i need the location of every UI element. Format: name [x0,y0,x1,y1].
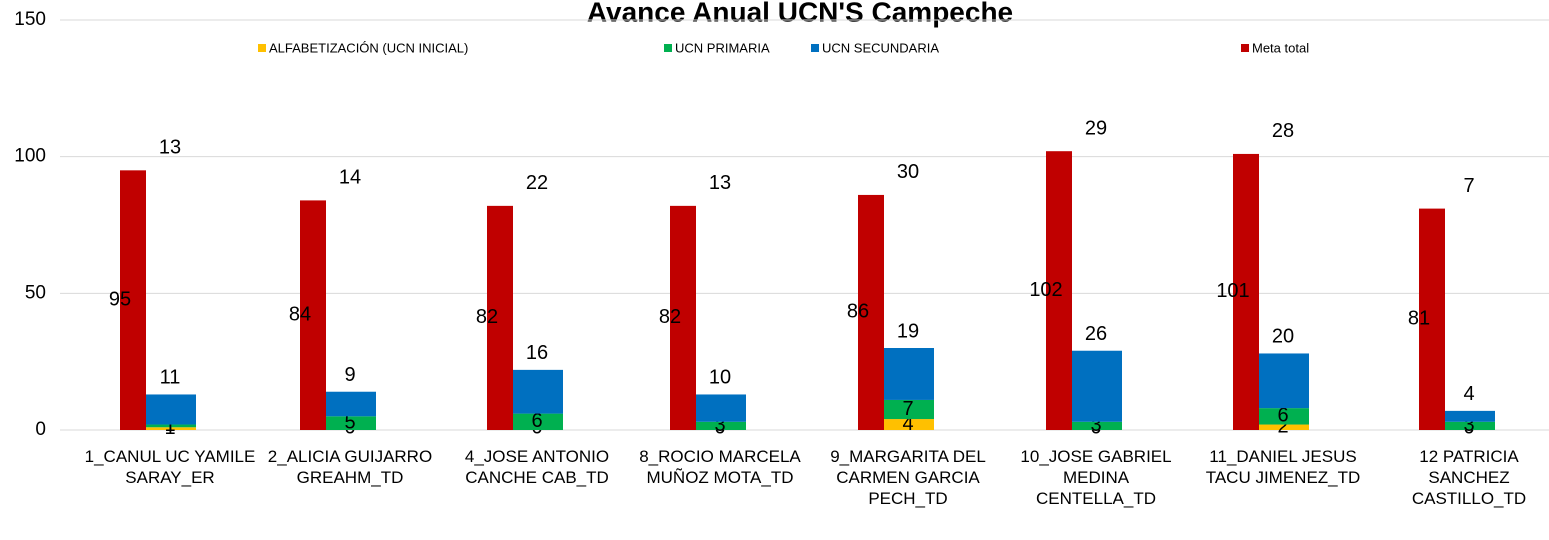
legend-label: Meta total [1252,40,1309,55]
value-label: 9 [344,364,355,386]
bar-segment [1259,408,1309,425]
y-tick-label: 150 [14,9,46,30]
bar-segment [1259,353,1309,409]
total-label: 28 [1272,120,1294,142]
value-label: 82 [659,306,681,328]
bar-segment [146,394,196,425]
bar [670,205,696,430]
value-label: 95 [109,288,131,310]
bar [1419,208,1445,430]
y-tick-label: 50 [25,282,46,303]
total-label: 7 [1463,175,1474,197]
bar-segment [1445,421,1495,430]
total-label: 13 [709,172,731,194]
bar-segment [696,421,746,430]
x-tick-label: 9_MARGARITA DEL CARMEN GARCIA PECH_TD [830,447,986,508]
total-label: 30 [897,161,919,183]
bar [300,200,326,430]
bar-segment [884,399,934,420]
legend-swatch [258,44,266,52]
value-label: 4 [902,413,913,435]
value-label: 86 [847,301,869,323]
value-label: 5 [344,411,355,433]
value-label: 26 [1085,323,1107,345]
bar [1046,151,1072,430]
bar-segment [513,369,563,414]
legend-label: UCN PRIMARIA [675,40,770,55]
value-label: 6 [531,410,542,432]
value-label: 3 [714,414,725,436]
x-tick-label: 2_ALICIA GUIJARRO GREAHM_TD [267,447,433,487]
legend-label: UCN SECUNDARIA [822,40,939,55]
x-tick-label: 1_CANUL UC YAMILE SARAY_ER [84,447,256,487]
value-label: 10 [709,367,731,389]
value-label: 11 [160,367,181,389]
value-label: 3 [1463,414,1474,436]
bar [487,205,513,430]
value-label: 4 [1463,383,1474,405]
legend-swatch [811,44,819,52]
x-tick-label: 10_JOSE GABRIEL MEDINA CENTELLA_TD [1020,447,1172,508]
bar [858,194,884,430]
value-label: 20 [1272,326,1294,348]
value-label: 101 [1216,280,1249,302]
value-label: 16 [526,342,548,364]
total-label: 14 [339,167,361,189]
bar-segment [146,424,196,428]
bar-segment [513,413,563,430]
legend-label: ALFABETIZACIÓN (UCN INICIAL) [269,40,468,55]
bar [1233,153,1259,430]
value-label: 1 [164,417,175,439]
value-label: 6 [1277,405,1288,427]
bar-segment [326,416,376,430]
legend-swatch [664,44,672,52]
bar-segment [884,348,934,400]
bar [120,170,146,431]
bar-segment [326,391,376,417]
total-label: 29 [1085,117,1107,139]
bar-segment [1259,424,1309,430]
bar-segment [146,427,196,430]
bar-segment [1072,350,1122,422]
value-label: 7 [902,398,913,420]
y-tick-label: 0 [35,419,46,440]
legend-swatch [1241,44,1249,52]
bar-segment [1445,410,1495,422]
y-tick-label: 100 [14,146,46,167]
value-label: 1 [164,414,175,436]
value-label: 102 [1029,279,1062,301]
chart-title: Avance Anual UCN'S Campeche [587,0,1013,27]
bar-segment [696,394,746,422]
x-tick-label: 4_JOSE ANTONIO CANCHE CAB_TD [464,447,610,487]
value-label: 3 [1090,414,1101,436]
bar-segment [1072,421,1122,430]
value-label: 84 [289,303,311,325]
value-label: 2 [1277,416,1288,438]
total-label: 22 [526,172,548,194]
x-tick-label: 11_DANIEL JESUS TACU JIMENEZ_TD [1205,447,1361,487]
value-label: 82 [476,306,498,328]
x-tick-label: 12 PATRICIA SANCHEZ CASTILLO_TD [1411,447,1527,508]
value-label: 19 [897,320,919,342]
x-tick-label: 8_ROCIO MARCELA MUÑOZ MOTA_TD [639,447,801,487]
total-label: 13 [159,137,181,159]
bar-segment [884,419,934,430]
value-label: 81 [1408,308,1430,330]
